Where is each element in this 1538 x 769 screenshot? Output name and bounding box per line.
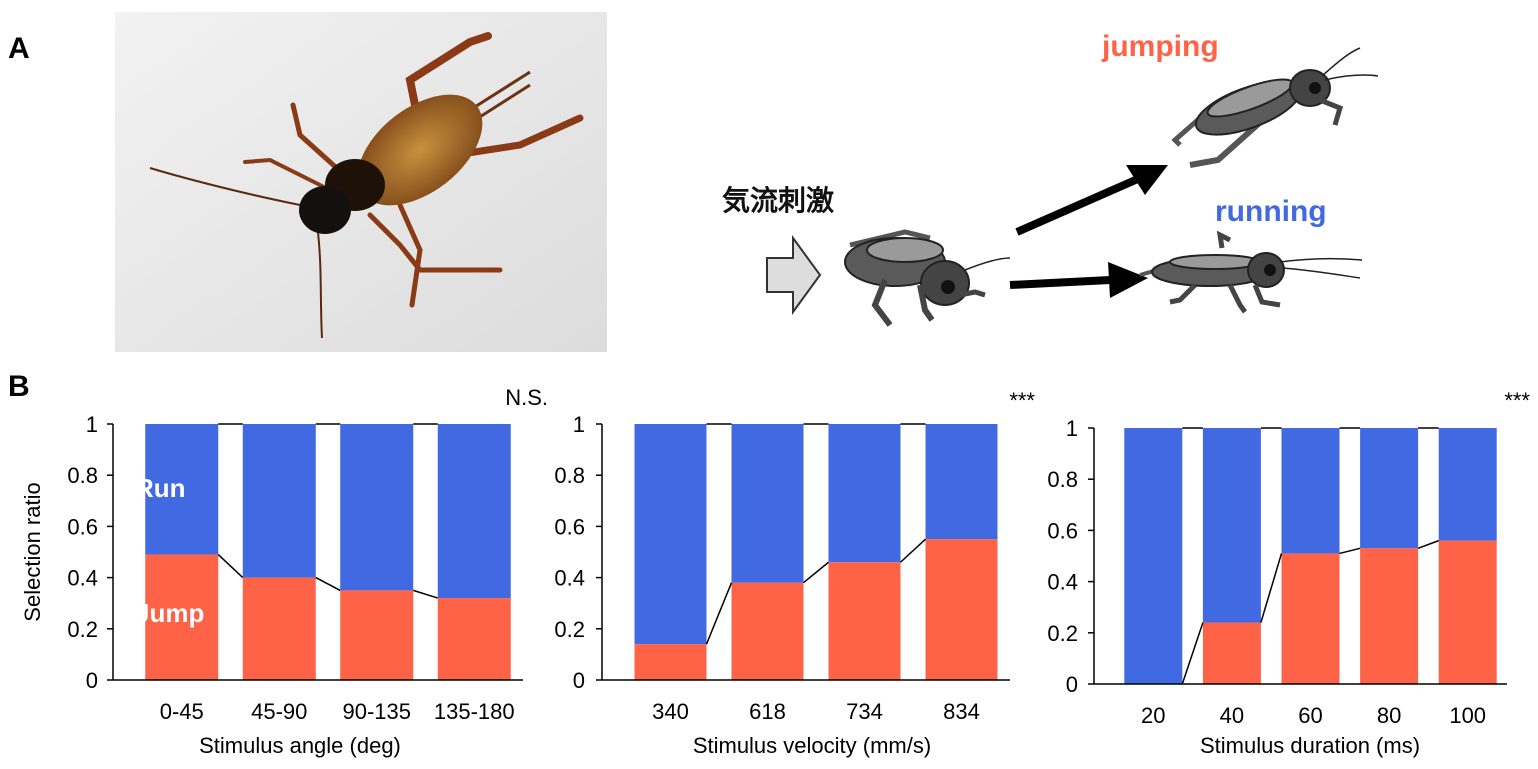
x-tick-label-4: 834 [943,699,980,724]
y-tick-label-1: 0.2 [554,617,585,642]
x-tick-label-2: 40 [1220,703,1244,728]
bar-run-2 [242,424,316,578]
bar-run-2 [731,424,804,583]
bar-run-3 [1281,428,1340,554]
y-tick-label-5: 1 [573,412,585,437]
y-tick-label-2: 0.4 [554,566,585,591]
y-tick-label-2: 0.4 [67,566,98,591]
connector-jump-2 [315,576,341,592]
cricket-icon-jumping [1171,47,1379,168]
x-tick-label-1: 340 [652,699,689,724]
y-tick-label-2: 0.4 [1047,570,1078,595]
y-tick-label-4: 0.8 [1047,467,1078,492]
chart-3: 20 40 60 80 100 0 0.2 0.4 0.6 0.8 1 Stimulus durati… [1047,388,1530,758]
x-tick-label-5: 100 [1449,703,1486,728]
bar-run-1 [1124,428,1183,684]
legend-run-label: Run [135,473,186,503]
bar-jump-3 [828,562,901,680]
connector-jump-2 [1260,553,1283,623]
bar-run-1 [145,424,219,555]
y-tick-label-5: 1 [86,412,98,437]
y-tick-label-3: 0.6 [554,514,585,539]
bar-run-3 [340,424,414,591]
bar-run-4 [437,424,511,599]
charts: 0-45 45-90 90-135 135-180 0 0.2 0.4 0.6 0.8 1 Stim… [20,385,1530,758]
y-tick-label-5: 1 [1066,416,1078,441]
arrow-icon-run [1009,262,1148,298]
chart-1: 0-45 45-90 90-135 135-180 0 0.2 0.4 0.6 0.8 1 Stim… [20,385,548,758]
x-tick-label-3: 60 [1298,703,1322,728]
connector-jump-3 [1339,547,1361,555]
connector-jump-1 [217,554,244,579]
bar-jump-1 [145,554,219,680]
bar-jump-1 [634,644,707,680]
bar-jump-2 [1202,622,1261,684]
x-tick-label-1: 0-45 [160,699,204,724]
panel-label-a: A [8,32,30,65]
connector-jump-1 [1181,622,1204,685]
x-axis-label: Stimulus velocity (mm/s) [693,733,931,758]
cricket-photo [115,12,607,352]
panel-label-b: B [8,370,30,403]
y-tick-label-4: 0.8 [67,463,98,488]
x-tick-label-4: 80 [1377,703,1401,728]
arrow-icon-jump [1015,165,1168,236]
significance-label: *** [1009,388,1035,413]
bar-jump-3 [340,590,414,680]
y-tick-label-1: 0.2 [67,617,98,642]
x-tick-label-1: 20 [1141,703,1165,728]
bar-run-3 [828,424,901,563]
y-tick-label-3: 0.6 [1047,518,1078,543]
x-axis-label: Stimulus duration (ms) [1200,733,1420,758]
bar-run-1 [634,424,707,645]
y-tick-label-0: 0 [573,668,585,693]
bar-run-2 [1202,428,1261,623]
connector-jump-1 [705,582,733,645]
x-tick-label-4: 135-180 [434,699,515,724]
y-tick-label-1: 0.2 [1047,621,1078,646]
x-tick-label-2: 45-90 [251,699,307,724]
y-tick-label-3: 0.6 [67,514,98,539]
bar-run-5 [1438,428,1497,541]
significance-label: N.S. [505,385,548,410]
y-tick-label-4: 0.8 [554,463,585,488]
cricket-icon-resting [844,229,1011,327]
bar-run-4 [925,424,998,540]
x-tick-label-3: 90-135 [342,699,411,724]
bar-jump-4 [437,598,511,680]
y-axis-label: Selection ratio [20,482,45,621]
x-tick-label-2: 618 [749,699,786,724]
connector-jump-2 [803,561,829,584]
bar-jump-4 [925,539,998,680]
y-tick-label-0: 0 [86,668,98,693]
connector-jump-3 [899,538,927,563]
legend-jump-label: Jump [135,598,204,628]
significance-label: *** [1504,388,1530,413]
connector-jump-4 [1417,539,1439,550]
x-axis-label: Stimulus angle (deg) [199,733,401,758]
bar-jump-5 [1438,540,1497,684]
bar-run-4 [1360,428,1419,549]
jumping-label: jumping [1101,30,1219,63]
bar-jump-4 [1360,548,1419,684]
connector-jump-3 [413,589,438,599]
bar-jump-3 [1281,553,1340,684]
chart-2: 340 618 734 834 0 0.2 0.4 0.6 0.8 1 Stimulus veloc… [554,388,1035,758]
bar-jump-2 [242,577,316,680]
bar-jump-2 [731,582,804,680]
y-tick-label-0: 0 [1066,672,1078,697]
stimulus-label: 気流刺激 [722,184,834,217]
x-tick-label-3: 734 [846,699,883,724]
running-label: running [1215,195,1327,228]
airflow-arrow-icon [766,234,822,316]
cricket-icon-running [1139,230,1363,314]
